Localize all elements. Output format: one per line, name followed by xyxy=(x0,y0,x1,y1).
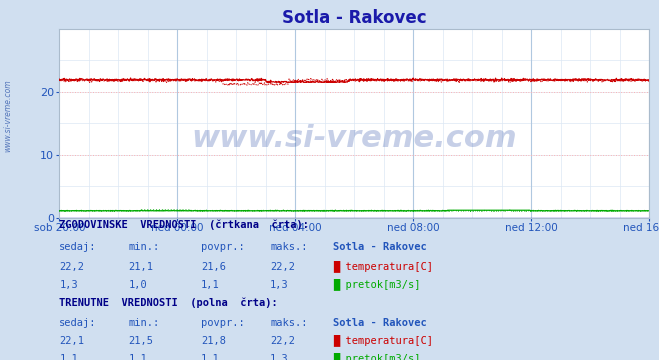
Text: 21,8: 21,8 xyxy=(201,336,226,346)
Text: 21,1: 21,1 xyxy=(129,262,154,272)
Text: sedaj:: sedaj: xyxy=(59,242,97,252)
Text: 22,2: 22,2 xyxy=(59,262,84,272)
Text: TRENUTNE  VREDNOSTI  (polna  črta):: TRENUTNE VREDNOSTI (polna črta): xyxy=(59,297,278,308)
Text: 1,1: 1,1 xyxy=(59,354,78,360)
Text: sedaj:: sedaj: xyxy=(59,318,97,328)
Text: www.si-vreme.com: www.si-vreme.com xyxy=(3,79,13,152)
Text: Sotla - Rakovec: Sotla - Rakovec xyxy=(333,318,426,328)
Text: 1,3: 1,3 xyxy=(270,280,289,290)
Text: 22,2: 22,2 xyxy=(270,336,295,346)
Text: maks.:: maks.: xyxy=(270,242,308,252)
Text: █ temperatura[C]: █ temperatura[C] xyxy=(333,260,433,272)
Text: 1,1: 1,1 xyxy=(201,280,219,290)
Text: 1,0: 1,0 xyxy=(129,280,147,290)
Text: 1,1: 1,1 xyxy=(201,354,219,360)
Text: █ pretok[m3/s]: █ pretok[m3/s] xyxy=(333,352,420,360)
Text: min.:: min.: xyxy=(129,242,159,252)
Text: 1,3: 1,3 xyxy=(270,354,289,360)
Text: 21,5: 21,5 xyxy=(129,336,154,346)
Text: 22,1: 22,1 xyxy=(59,336,84,346)
Text: █ pretok[m3/s]: █ pretok[m3/s] xyxy=(333,278,420,290)
Text: ZGODOVINSKE  VREDNOSTI  (črtkana  črta):: ZGODOVINSKE VREDNOSTI (črtkana črta): xyxy=(59,220,309,230)
Text: povpr.:: povpr.: xyxy=(201,242,244,252)
Title: Sotla - Rakovec: Sotla - Rakovec xyxy=(282,9,426,27)
Text: 1,1: 1,1 xyxy=(129,354,147,360)
Text: min.:: min.: xyxy=(129,318,159,328)
Text: 1,3: 1,3 xyxy=(59,280,78,290)
Text: 22,2: 22,2 xyxy=(270,262,295,272)
Text: █ temperatura[C]: █ temperatura[C] xyxy=(333,334,433,346)
Text: maks.:: maks.: xyxy=(270,318,308,328)
Text: www.si-vreme.com: www.si-vreme.com xyxy=(191,124,517,153)
Text: povpr.:: povpr.: xyxy=(201,318,244,328)
Text: Sotla - Rakovec: Sotla - Rakovec xyxy=(333,242,426,252)
Text: 21,6: 21,6 xyxy=(201,262,226,272)
